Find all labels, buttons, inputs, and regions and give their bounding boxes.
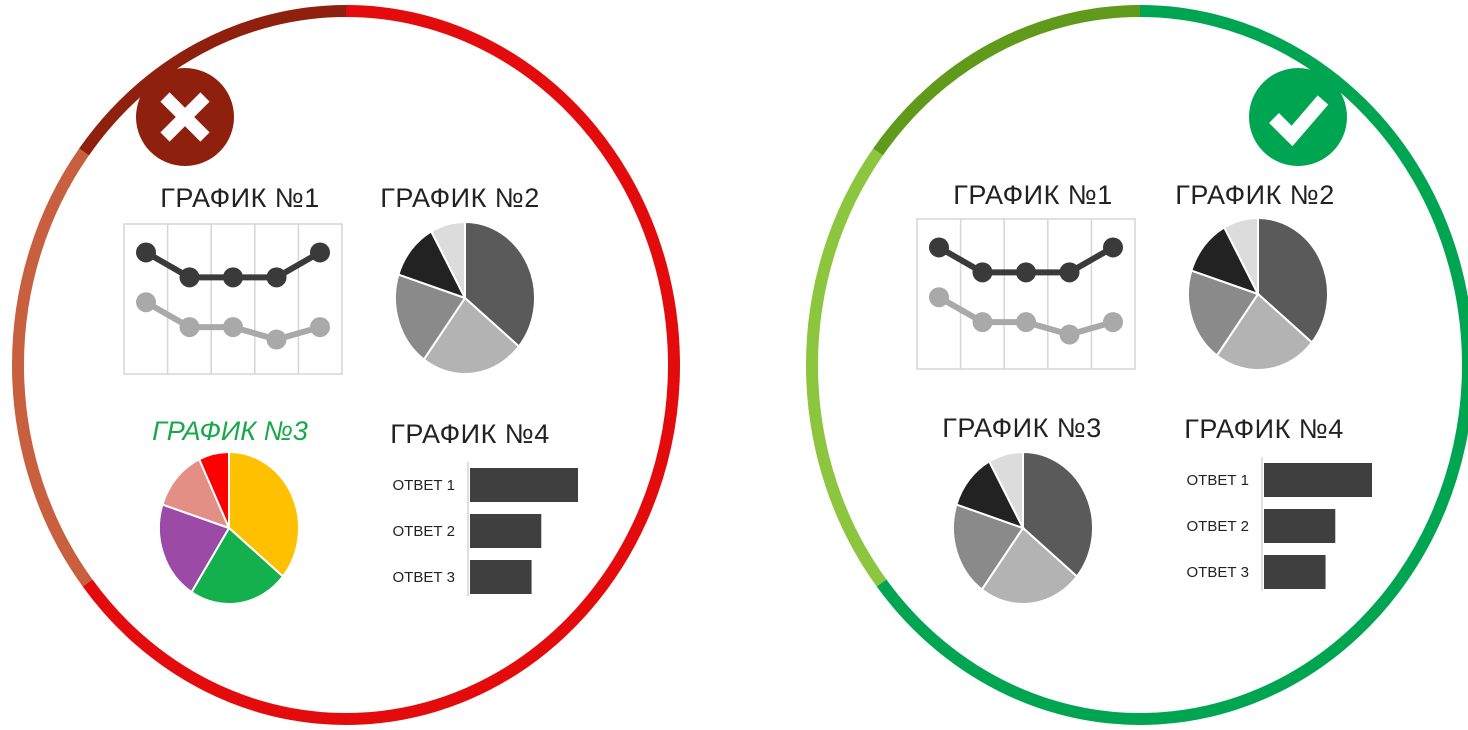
- series-point: [1016, 262, 1036, 283]
- chart1-title: ГРАФИК №1: [160, 183, 320, 213]
- line-chart-frame: [123, 223, 343, 375]
- series-point: [266, 329, 287, 350]
- pie-slice: [980, 526, 1079, 605]
- pie-slice: [190, 526, 285, 605]
- series-point: [1059, 262, 1080, 283]
- bar-label: ОТВЕТ 3: [1186, 564, 1249, 581]
- series-point: [972, 262, 993, 283]
- series-point: [1103, 237, 1123, 258]
- series-point: [310, 242, 330, 263]
- bar-label: ОТВЕТ 2: [1186, 518, 1249, 535]
- ring-arc-left: [12, 148, 93, 587]
- panel-bad: ГРАФИК №1 ГРАФИК №2 ГРАФИК №3 ГРАФИК №4 …: [12, 5, 680, 725]
- series-point: [136, 242, 156, 263]
- chart4-title: ГРАФИК №4: [1184, 414, 1344, 444]
- chart3-title: ГРАФИК №3: [942, 413, 1102, 443]
- ring-good: [806, 5, 1468, 725]
- pie-slice: [161, 457, 231, 530]
- pie-slice: [1215, 292, 1314, 371]
- badge-bad: [136, 68, 234, 166]
- ring-arc-main: [82, 5, 680, 725]
- series-point: [929, 287, 949, 308]
- bar-label: ОТВЕТ 2: [392, 523, 455, 540]
- pie-slice: [1187, 269, 1260, 357]
- line-chart: [916, 218, 1136, 370]
- pie-chart: [952, 450, 1094, 605]
- ring-arc-main: [876, 5, 1468, 725]
- bar-label: ОТВЕТ 3: [392, 569, 455, 586]
- pie-slice: [987, 450, 1024, 529]
- cross-icon: [160, 92, 210, 142]
- check-icon: [1269, 95, 1329, 147]
- pie-slice: [429, 220, 466, 299]
- pie-chart: [1187, 216, 1329, 371]
- series-point: [223, 317, 243, 338]
- ring-bad: [12, 5, 680, 725]
- pie-slice: [197, 450, 230, 529]
- ring-arc-left: [806, 148, 887, 587]
- bar: [470, 514, 542, 548]
- badge-circle: [1249, 68, 1347, 166]
- chart2-title: ГРАФИК №2: [1175, 180, 1335, 210]
- bar: [470, 468, 578, 502]
- pie-slice: [394, 273, 467, 361]
- series-point: [310, 317, 330, 338]
- chart2-title: ГРАФИК №2: [380, 183, 540, 213]
- line-chart: [123, 223, 343, 375]
- pie-slice: [422, 296, 521, 375]
- bar-chart: ОТВЕТ 1 ОТВЕТ 2 ОТВЕТ 3: [1186, 457, 1372, 591]
- pie-slice: [158, 503, 231, 594]
- series-point: [136, 292, 156, 313]
- pie-slice: [1257, 216, 1329, 344]
- badge-good: [1249, 68, 1347, 166]
- panel-good: ГРАФИК №1 ГРАФИК №2 ГРАФИК №3 ГРАФИК №4 …: [806, 5, 1468, 725]
- series-point: [929, 237, 949, 258]
- series-point: [179, 267, 200, 288]
- ring-arc-top-left: [79, 5, 347, 156]
- pie-slice: [952, 503, 1025, 591]
- bar-label: ОТВЕТ 1: [1186, 472, 1249, 489]
- ring-arc-top-left: [873, 5, 1141, 156]
- series-point: [972, 312, 993, 333]
- pie-chart: [158, 450, 300, 605]
- pie-slice: [1222, 216, 1259, 295]
- pie-slice: [1022, 450, 1094, 578]
- series-point: [179, 317, 200, 338]
- series-point: [1103, 312, 1123, 333]
- bar: [1264, 509, 1336, 543]
- bar-label: ОТВЕТ 1: [392, 477, 455, 494]
- series-point: [1016, 312, 1036, 333]
- bar: [1264, 463, 1372, 497]
- chart3-title: ГРАФИК №3: [152, 416, 308, 446]
- pie-slice: [464, 220, 536, 348]
- pie-chart: [394, 220, 536, 375]
- series-point: [1059, 324, 1080, 345]
- line-chart-frame: [916, 218, 1136, 370]
- pie-slice: [228, 450, 300, 578]
- chart1-title: ГРАФИК №1: [953, 180, 1113, 210]
- bar-chart: ОТВЕТ 1 ОТВЕТ 2 ОТВЕТ 3: [392, 462, 578, 596]
- series-point: [266, 267, 287, 288]
- chart4-title: ГРАФИК №4: [390, 419, 550, 449]
- bar: [1264, 555, 1326, 589]
- bar: [470, 560, 532, 594]
- series-point: [223, 267, 243, 288]
